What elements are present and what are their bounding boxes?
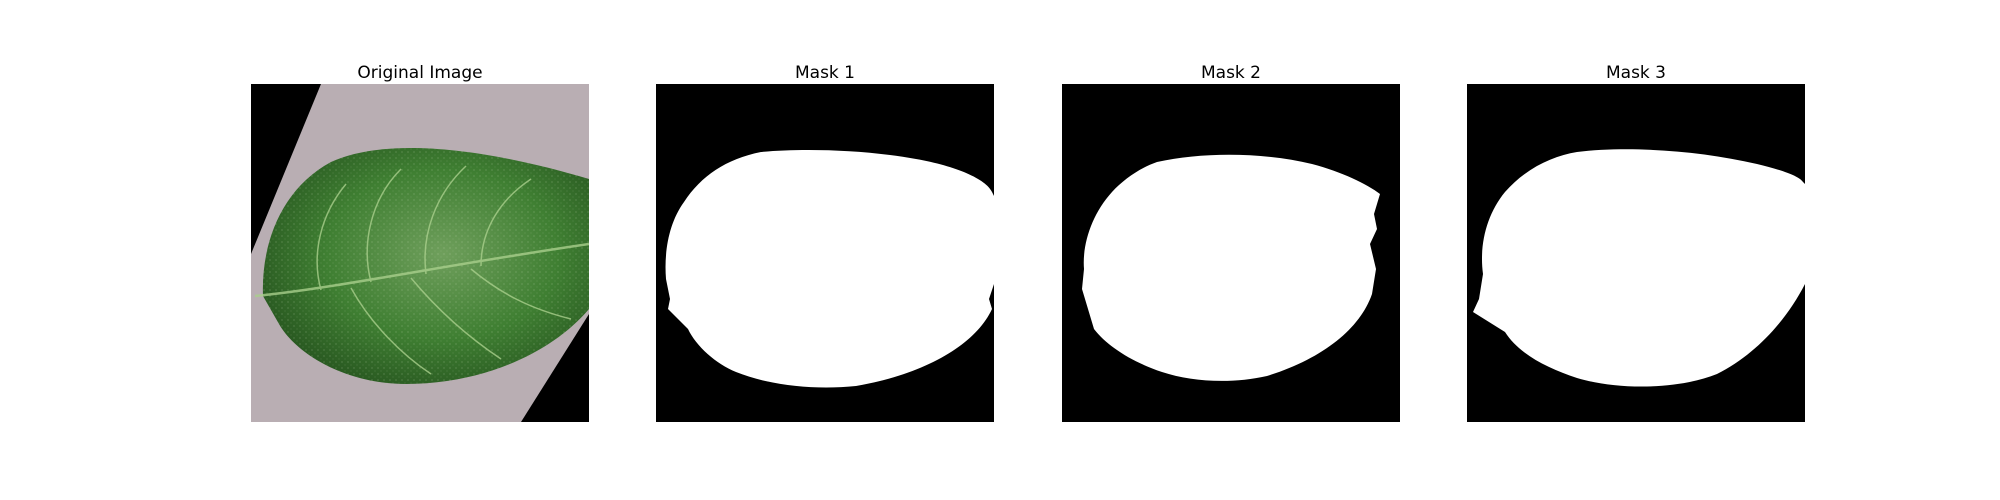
mask-region bbox=[1082, 154, 1380, 381]
mask-region bbox=[665, 150, 994, 388]
panel-mask-2: Mask 2 bbox=[1062, 62, 1400, 422]
panel-title: Mask 2 bbox=[1200, 63, 1261, 83]
mask-3-image bbox=[1467, 84, 1805, 422]
mask-1-image bbox=[656, 84, 994, 422]
panel-mask-1: Mask 1 bbox=[656, 62, 994, 422]
panel-title: Mask 3 bbox=[1605, 63, 1666, 83]
leaf-veins bbox=[254, 165, 589, 375]
mask-2-image bbox=[1062, 84, 1400, 422]
panel-title: Original Image bbox=[357, 63, 483, 83]
panel-original-image: Original Image bbox=[251, 62, 589, 422]
panel-mask-3: Mask 3 bbox=[1467, 62, 1805, 422]
panel-title: Mask 1 bbox=[794, 63, 855, 83]
original-leaf-photo bbox=[251, 84, 589, 422]
mask-region bbox=[1473, 149, 1805, 387]
